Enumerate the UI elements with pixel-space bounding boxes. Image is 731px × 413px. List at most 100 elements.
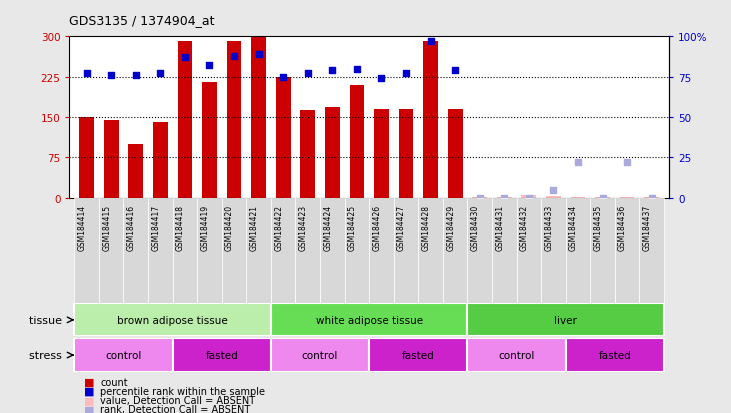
Bar (398, 109, 413, 198)
Text: GSM184437: GSM184437 (643, 204, 651, 250)
Text: ■: ■ (84, 386, 94, 396)
Point (645, 195, 657, 202)
Text: GSM184422: GSM184422 (274, 204, 283, 250)
Text: tissue: tissue (29, 315, 66, 325)
Text: GSM184425: GSM184425 (348, 204, 357, 250)
FancyBboxPatch shape (467, 198, 492, 316)
Text: stress: stress (29, 350, 66, 360)
FancyBboxPatch shape (271, 339, 369, 372)
Bar (521, 196, 537, 198)
FancyBboxPatch shape (615, 198, 640, 316)
Text: GSM184434: GSM184434 (569, 204, 578, 250)
FancyBboxPatch shape (320, 198, 344, 316)
Text: percentile rank within the sample: percentile rank within the sample (100, 386, 265, 396)
Text: GSM184433: GSM184433 (545, 204, 553, 250)
FancyBboxPatch shape (271, 304, 467, 337)
FancyBboxPatch shape (197, 198, 221, 316)
FancyBboxPatch shape (75, 339, 173, 372)
Point (474, 195, 485, 202)
FancyBboxPatch shape (75, 198, 99, 316)
FancyBboxPatch shape (443, 198, 467, 316)
Text: GSM184426: GSM184426 (372, 204, 382, 250)
Point (81, 71, 93, 78)
FancyBboxPatch shape (173, 198, 197, 316)
Text: GSM184435: GSM184435 (594, 204, 602, 250)
FancyBboxPatch shape (541, 198, 566, 316)
Text: GDS3135 / 1374904_at: GDS3135 / 1374904_at (69, 14, 215, 27)
Point (621, 159, 633, 166)
FancyBboxPatch shape (148, 198, 173, 316)
Bar (227, 41, 241, 198)
Text: GSM184423: GSM184423 (299, 204, 308, 250)
FancyBboxPatch shape (467, 304, 664, 337)
Text: GSM184430: GSM184430 (471, 204, 480, 250)
Text: GSM184429: GSM184429 (446, 204, 455, 250)
Point (572, 159, 584, 166)
FancyBboxPatch shape (271, 198, 295, 316)
Text: GSM184414: GSM184414 (77, 204, 87, 250)
Text: liver: liver (554, 315, 577, 325)
Bar (374, 109, 389, 198)
Point (204, 63, 216, 69)
Point (499, 195, 510, 202)
Bar (546, 197, 561, 198)
FancyBboxPatch shape (173, 339, 271, 372)
Bar (349, 85, 364, 198)
Bar (595, 197, 610, 198)
Point (105, 73, 117, 79)
Text: fasted: fasted (402, 350, 435, 360)
Text: GSM184424: GSM184424 (323, 204, 333, 250)
FancyBboxPatch shape (418, 198, 443, 316)
Bar (300, 111, 315, 198)
Point (351, 66, 363, 73)
Bar (571, 197, 586, 198)
Text: GSM184418: GSM184418 (176, 204, 185, 250)
Point (130, 73, 142, 79)
Bar (129, 145, 143, 198)
Bar (202, 83, 217, 198)
Text: ■: ■ (84, 377, 94, 387)
Point (450, 68, 461, 74)
FancyBboxPatch shape (124, 198, 148, 316)
Text: ■: ■ (84, 395, 94, 405)
Text: GSM184419: GSM184419 (200, 204, 210, 250)
FancyBboxPatch shape (221, 198, 246, 316)
Bar (620, 197, 635, 198)
Point (523, 195, 534, 202)
FancyBboxPatch shape (467, 339, 566, 372)
Text: brown adipose tissue: brown adipose tissue (117, 315, 228, 325)
FancyBboxPatch shape (517, 198, 541, 316)
Bar (325, 108, 340, 198)
FancyBboxPatch shape (246, 198, 271, 316)
Point (302, 71, 314, 78)
Text: fasted: fasted (599, 350, 631, 360)
Text: GSM184421: GSM184421 (249, 204, 259, 250)
Text: fasted: fasted (205, 350, 238, 360)
Bar (644, 197, 659, 198)
Point (154, 71, 166, 78)
Point (228, 53, 240, 60)
Text: control: control (105, 350, 142, 360)
Text: GSM184432: GSM184432 (520, 204, 529, 250)
Bar (448, 109, 463, 198)
Text: value, Detection Call = ABSENT: value, Detection Call = ABSENT (100, 395, 255, 405)
Point (327, 68, 338, 74)
Bar (472, 197, 487, 198)
FancyBboxPatch shape (590, 198, 615, 316)
Text: rank, Detection Call = ABSENT: rank, Detection Call = ABSENT (100, 404, 251, 413)
FancyBboxPatch shape (369, 339, 467, 372)
Point (253, 52, 265, 58)
Text: GSM184416: GSM184416 (126, 204, 136, 250)
Bar (497, 197, 512, 198)
Text: count: count (100, 377, 128, 387)
Bar (104, 121, 118, 198)
Text: GSM184415: GSM184415 (102, 204, 111, 250)
Text: control: control (302, 350, 338, 360)
Text: ■: ■ (84, 404, 94, 413)
FancyBboxPatch shape (99, 198, 124, 316)
FancyBboxPatch shape (566, 198, 590, 316)
Point (376, 76, 387, 82)
Point (179, 55, 191, 62)
Text: white adipose tissue: white adipose tissue (316, 315, 423, 325)
Bar (251, 37, 266, 198)
